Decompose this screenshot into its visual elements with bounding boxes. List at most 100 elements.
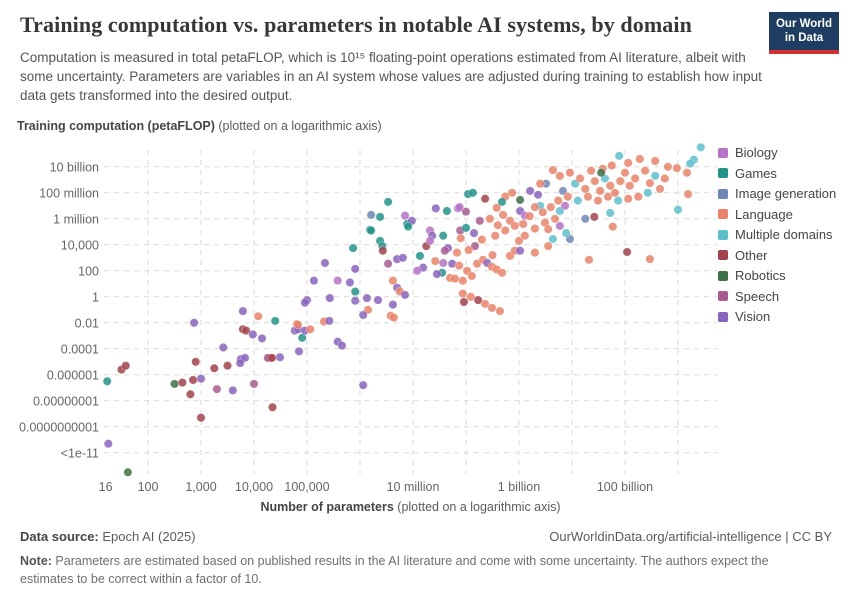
data-point[interactable] — [643, 188, 653, 198]
data-point[interactable] — [458, 276, 468, 286]
data-point[interactable] — [555, 171, 565, 181]
data-point[interactable] — [373, 295, 383, 305]
data-point[interactable] — [607, 161, 617, 171]
data-point[interactable] — [398, 253, 408, 263]
data-point[interactable] — [650, 156, 660, 166]
data-point[interactable] — [170, 379, 180, 389]
data-point[interactable] — [267, 402, 277, 412]
data-point[interactable] — [603, 192, 613, 202]
data-point[interactable] — [103, 439, 113, 449]
data-point[interactable] — [467, 271, 477, 281]
data-point[interactable] — [450, 274, 460, 284]
data-point[interactable] — [543, 224, 553, 234]
data-point[interactable] — [189, 318, 199, 328]
data-point[interactable] — [543, 241, 553, 251]
data-point[interactable] — [538, 207, 548, 217]
data-point[interactable] — [442, 206, 452, 216]
data-point[interactable] — [650, 171, 660, 181]
data-point[interactable] — [375, 212, 385, 222]
data-point[interactable] — [573, 196, 583, 206]
data-point[interactable] — [275, 352, 285, 362]
data-point[interactable] — [270, 316, 280, 326]
data-point[interactable] — [464, 245, 474, 255]
data-point[interactable] — [388, 300, 398, 310]
data-point[interactable] — [350, 264, 360, 274]
data-point[interactable] — [350, 296, 360, 306]
data-point[interactable] — [218, 342, 228, 352]
data-point[interactable] — [358, 310, 368, 320]
data-point[interactable] — [672, 163, 682, 173]
data-point[interactable] — [366, 226, 376, 236]
data-point[interactable] — [121, 361, 131, 371]
data-point[interactable] — [560, 201, 570, 211]
data-point[interactable] — [580, 184, 590, 194]
data-point[interactable] — [455, 202, 465, 212]
data-point[interactable] — [655, 184, 665, 194]
data-point[interactable] — [350, 287, 360, 297]
data-point[interactable] — [696, 142, 706, 152]
data-point[interactable] — [558, 186, 568, 196]
data-point[interactable] — [300, 298, 310, 308]
data-point[interactable] — [596, 168, 606, 178]
data-point[interactable] — [514, 236, 524, 246]
data-point[interactable] — [473, 295, 483, 305]
data-point[interactable] — [469, 228, 479, 238]
data-point[interactable] — [595, 186, 605, 196]
data-point[interactable] — [238, 306, 248, 316]
data-point[interactable] — [555, 221, 565, 231]
data-point[interactable] — [645, 178, 655, 188]
data-point[interactable] — [480, 194, 490, 204]
data-point[interactable] — [403, 222, 413, 232]
data-point[interactable] — [294, 346, 304, 356]
data-point[interactable] — [452, 248, 462, 258]
data-point[interactable] — [673, 205, 683, 215]
data-point[interactable] — [682, 168, 692, 178]
data-point[interactable] — [248, 329, 258, 339]
data-point[interactable] — [530, 248, 540, 258]
data-point[interactable] — [454, 261, 464, 271]
data-point[interactable] — [620, 168, 630, 178]
legend-item-other[interactable]: Other — [718, 248, 848, 263]
legend-item-robotics[interactable]: Robotics — [718, 268, 848, 283]
data-point[interactable] — [590, 176, 600, 186]
data-point[interactable] — [520, 231, 530, 241]
data-point[interactable] — [309, 276, 319, 286]
data-point[interactable] — [383, 197, 393, 207]
data-point[interactable] — [241, 326, 251, 336]
data-point[interactable] — [212, 384, 222, 394]
data-point[interactable] — [223, 361, 233, 371]
data-point[interactable] — [497, 197, 507, 207]
data-point[interactable] — [498, 210, 508, 220]
data-point[interactable] — [480, 299, 490, 309]
data-point[interactable] — [605, 208, 615, 218]
data-point[interactable] — [378, 246, 388, 256]
data-point[interactable] — [500, 226, 510, 236]
data-point[interactable] — [358, 380, 368, 390]
data-point[interactable] — [561, 228, 571, 238]
data-point[interactable] — [608, 222, 618, 232]
data-point[interactable] — [683, 189, 693, 199]
data-point[interactable] — [645, 254, 655, 264]
data-point[interactable] — [253, 311, 263, 321]
data-point[interactable] — [685, 159, 695, 169]
data-point[interactable] — [535, 179, 545, 189]
legend-item-image-generation[interactable]: Image generation — [718, 186, 848, 201]
data-point[interactable] — [383, 259, 393, 269]
data-point[interactable] — [366, 210, 376, 220]
legend-item-vision[interactable]: Vision — [718, 309, 848, 324]
data-point[interactable] — [530, 224, 540, 234]
data-point[interactable] — [389, 313, 399, 323]
data-point[interactable] — [425, 236, 435, 246]
data-point[interactable] — [337, 341, 347, 351]
data-point[interactable] — [583, 192, 593, 202]
data-point[interactable] — [610, 188, 620, 198]
data-point[interactable] — [593, 196, 603, 206]
data-point[interactable] — [605, 181, 615, 191]
data-point[interactable] — [518, 219, 528, 229]
data-point[interactable] — [257, 333, 267, 343]
data-point[interactable] — [415, 251, 425, 261]
data-point[interactable] — [625, 181, 635, 191]
data-point[interactable] — [102, 376, 112, 386]
data-point[interactable] — [477, 235, 487, 245]
data-point[interactable] — [188, 375, 198, 385]
